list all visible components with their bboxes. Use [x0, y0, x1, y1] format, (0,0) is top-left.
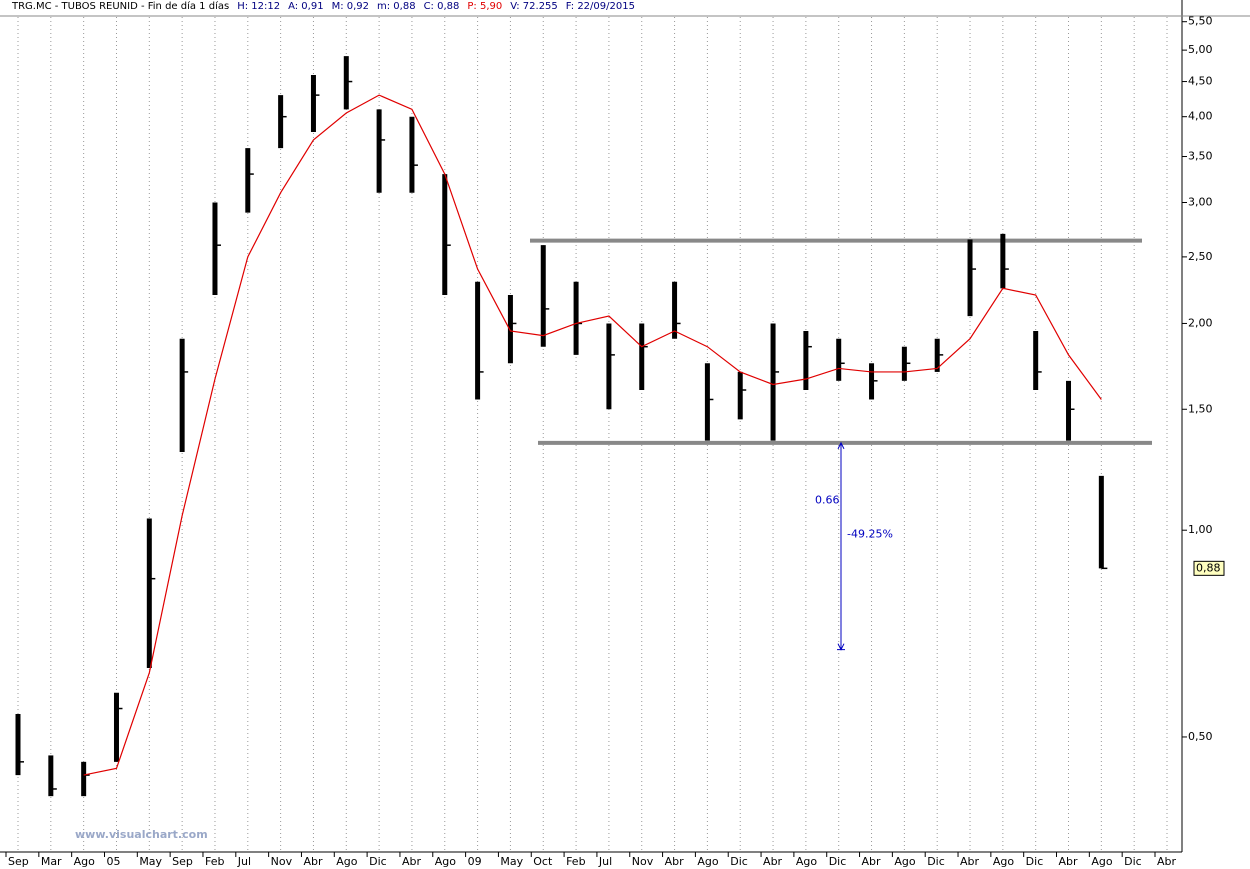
x-tick-label: Nov [632, 855, 654, 868]
x-tick-label: Abr [1157, 855, 1177, 868]
x-tick-label: May [139, 855, 162, 868]
x-tick-label: Dic [1124, 855, 1142, 868]
header-field: M: 0,92 [331, 1, 370, 12]
y-tick-label: 2,00 [1188, 316, 1213, 329]
x-tick-label: Ago [74, 855, 96, 868]
x-tick-label: Dic [1026, 855, 1044, 868]
x-tick-label: Oct [533, 855, 553, 868]
y-tick-label: 2,50 [1188, 250, 1213, 263]
y-tick-label: 4,00 [1188, 110, 1213, 123]
y-tick-label: 3,00 [1188, 196, 1213, 209]
header: TRG.MC - TUBOS REUNID - Fin de día 1 día… [12, 1, 635, 12]
header-field: m: 0,88 [377, 1, 416, 12]
x-tick-label: Sep [172, 855, 193, 868]
y-tick-label: 1,50 [1188, 402, 1213, 415]
x-tick-label: Abr [1059, 855, 1079, 868]
x-tick-label: 05 [106, 855, 120, 868]
x-tick-label: Dic [730, 855, 748, 868]
header-field: C: 0,88 [423, 1, 460, 12]
x-tick-label: Abr [665, 855, 685, 868]
x-tick-label: Dic [927, 855, 945, 868]
x-tick-label: May [500, 855, 523, 868]
x-tick-label: Ago [336, 855, 358, 868]
x-tick-label: Ago [697, 855, 719, 868]
arrow-pct: -49.25% [847, 527, 893, 540]
x-tick-label: Feb [566, 855, 585, 868]
y-tick-label: 5,50 [1188, 15, 1213, 28]
y-tick-label: 0,50 [1188, 730, 1213, 743]
watermark: www.visualchart.com [75, 828, 208, 841]
x-tick-label: Ago [796, 855, 818, 868]
x-tick-label: Abr [303, 855, 323, 868]
y-tick-label: 1,00 [1188, 523, 1213, 536]
x-tick-label: Ago [894, 855, 916, 868]
x-tick-label: Ago [1091, 855, 1113, 868]
y-tick-label: 4,50 [1188, 75, 1213, 88]
x-tick-label: Jul [598, 855, 612, 868]
moving-average [83, 94, 1102, 776]
x-tick-label: Sep [8, 855, 29, 868]
x-tick-label: Ago [993, 855, 1015, 868]
x-tick-label: Feb [205, 855, 224, 868]
x-tick-label: Dic [369, 855, 387, 868]
x-tick-label: Mar [41, 855, 62, 868]
header-field: P: 5,90 [467, 1, 503, 12]
x-tick-label: Jul [237, 855, 251, 868]
y-tick-label: 3,50 [1188, 150, 1213, 163]
x-tick-label: Nov [271, 855, 293, 868]
last-price-label: 0,88 [1196, 561, 1221, 574]
x-tick-label: 09 [468, 855, 482, 868]
x-tick-label: Abr [960, 855, 980, 868]
x-tick-label: Abr [862, 855, 882, 868]
arrow-label: 0.66 [815, 493, 840, 506]
header-field: V: 72.255 [510, 1, 558, 12]
x-tick-label: Ago [435, 855, 457, 868]
x-tick-label: Dic [829, 855, 847, 868]
x-tick-label: Abr [763, 855, 783, 868]
header-field: A: 0,91 [288, 1, 324, 12]
x-tick-label: Abr [402, 855, 422, 868]
y-tick-label: 5,00 [1188, 43, 1213, 56]
title: TRG.MC - TUBOS REUNID - Fin de día 1 día… [12, 1, 230, 12]
header-field: H: 12:12 [237, 1, 281, 12]
last-price-box [1193, 560, 1225, 576]
header-field: F: 22/09/2015 [565, 1, 635, 12]
arrow-head [837, 441, 845, 651]
